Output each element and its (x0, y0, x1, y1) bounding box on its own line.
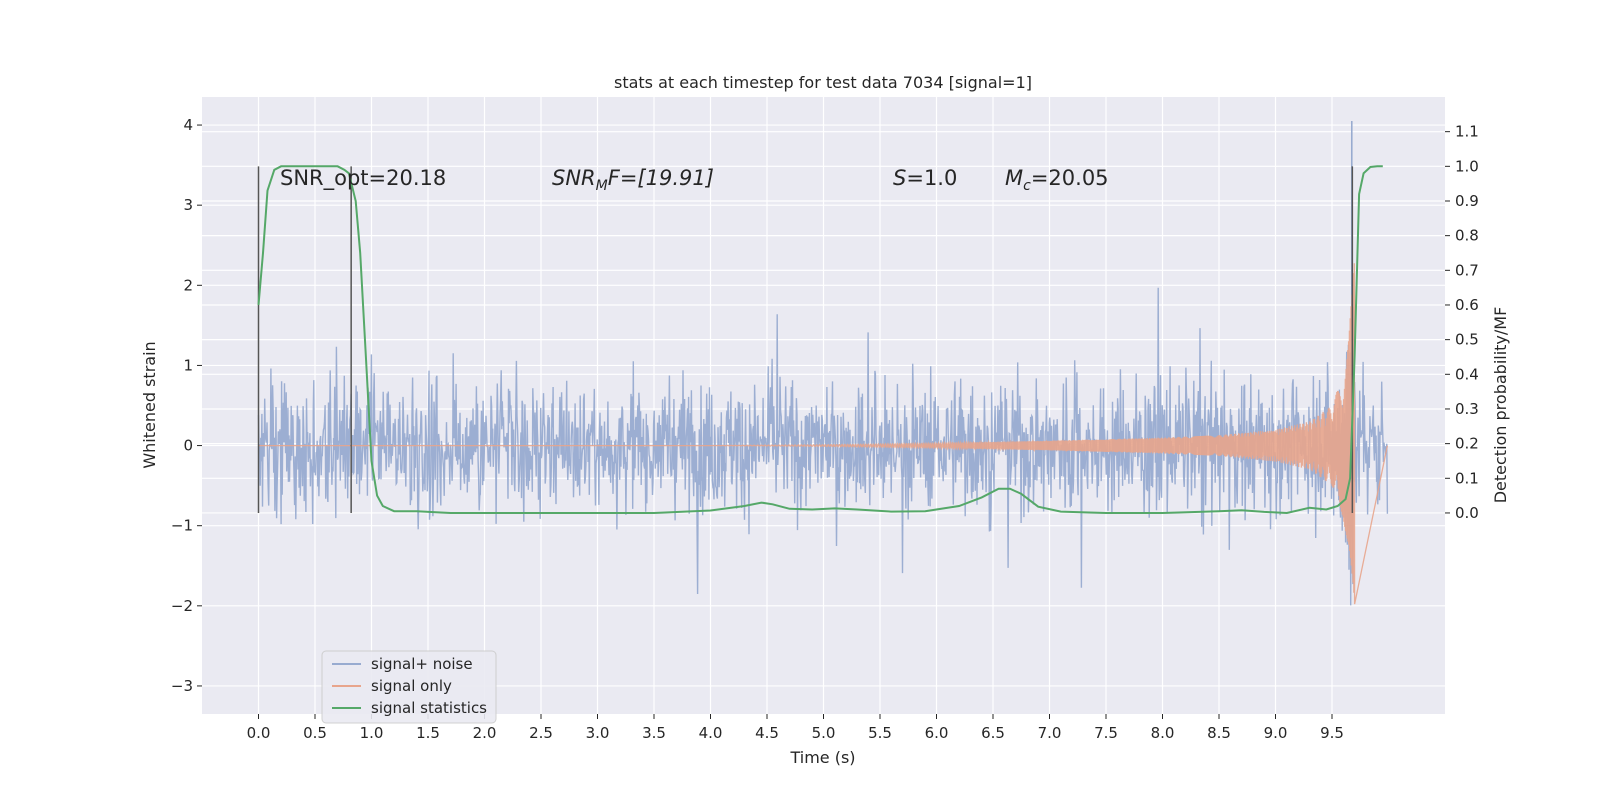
y-right-tick-label: 0.4 (1455, 365, 1479, 383)
x-tick-label: 4.5 (755, 724, 779, 742)
x-tick-label: 8.5 (1207, 724, 1231, 742)
y-tick-label: 0 (183, 437, 193, 455)
x-tick-label: 7.5 (1094, 724, 1118, 742)
legend-label-signal: signal only (371, 677, 452, 695)
x-tick-label: 5.5 (868, 724, 892, 742)
y-right-tick-label: 0.3 (1455, 400, 1479, 418)
x-tick-label: 2.5 (529, 724, 553, 742)
x-axis-label: Time (s) (789, 748, 855, 767)
x-tick-label: 4.0 (699, 724, 723, 742)
y-right-tick-label: 1.1 (1455, 123, 1479, 141)
x-tick-label: 3.0 (586, 724, 610, 742)
signal-noise-line (257, 286, 1389, 606)
annotation-mc: Mc=20.05 (1005, 166, 1109, 194)
y-right-tick-label: 0.6 (1455, 296, 1479, 314)
x-tick-label: 0.0 (247, 724, 271, 742)
y-right-tick-label: 0.2 (1455, 435, 1479, 453)
annotation-snr-mf: SNRMF=[19.91] (552, 166, 714, 194)
legend: signal+ noise signal only signal statist… (321, 650, 497, 724)
y-tick-label: 4 (183, 116, 193, 134)
x-tick-label: 7.0 (1038, 724, 1062, 742)
x-tick-label: 1.5 (416, 724, 440, 742)
y-tick-label: −3 (171, 677, 193, 695)
x-tick-label: 0.5 (303, 724, 327, 742)
x-tick-label: 8.0 (1151, 724, 1175, 742)
y-right-tick-label: 0.5 (1455, 331, 1479, 349)
y-axis-label: Whitened strain (140, 341, 159, 468)
x-tick-label: 1.0 (360, 724, 384, 742)
legend-box (321, 650, 497, 724)
annotation-snr-opt: SNR_opt=20.18 (280, 166, 446, 191)
x-tick-label: 2.0 (473, 724, 497, 742)
x-tick-label: 5.0 (812, 724, 836, 742)
grid (202, 97, 1445, 714)
x-tick-label: 9.0 (1264, 724, 1288, 742)
annotation-s: S=1.0 (893, 166, 957, 190)
x-axis: 0.0 0.5 1.0 1.5 2.0 2.5 3.0 3.5 4.0 4.5 5.0 5.5 6.0 6… (247, 714, 1344, 742)
series-signal-statistics (257, 165, 1383, 515)
y-right-tick-label: 0.9 (1455, 192, 1479, 210)
x-tick-label: 6.5 (981, 724, 1005, 742)
x-tick-label: 9.5 (1320, 724, 1344, 742)
y-tick-label: −1 (171, 517, 193, 535)
y-right-tick-label: 0.0 (1455, 504, 1479, 522)
signal-statistics-line (257, 165, 1383, 515)
y-axis-right-label: Detection probability/MF (1491, 307, 1510, 504)
y-tick-label: 1 (183, 356, 193, 374)
vertical-markers (257, 166, 1354, 513)
y-right-tick-label: 0.1 (1455, 469, 1479, 487)
series-signal-only (258, 263, 1389, 605)
legend-label-stats: signal statistics (371, 699, 487, 717)
signal-only-line (258, 263, 1389, 605)
y-tick-label: 2 (183, 276, 193, 294)
y-right-tick-label: 1.0 (1455, 157, 1479, 175)
y-axis-left: −3 −2 −1 0 1 2 3 4 (171, 116, 202, 695)
legend-label-noise: signal+ noise (371, 655, 473, 673)
y-tick-label: −2 (171, 597, 193, 615)
x-tick-label: 6.0 (925, 724, 949, 742)
y-axis-right: 0.0 0.1 0.2 0.3 0.4 0.5 0.6 0.7 0.8 0.9 1.0 1.1 (1445, 123, 1479, 522)
y-tick-label: 3 (183, 196, 193, 214)
y-right-tick-label: 0.7 (1455, 261, 1479, 279)
chart-title: stats at each timestep for test data 703… (614, 73, 1032, 92)
x-tick-label: 3.5 (642, 724, 666, 742)
y-right-tick-label: 0.8 (1455, 227, 1479, 245)
